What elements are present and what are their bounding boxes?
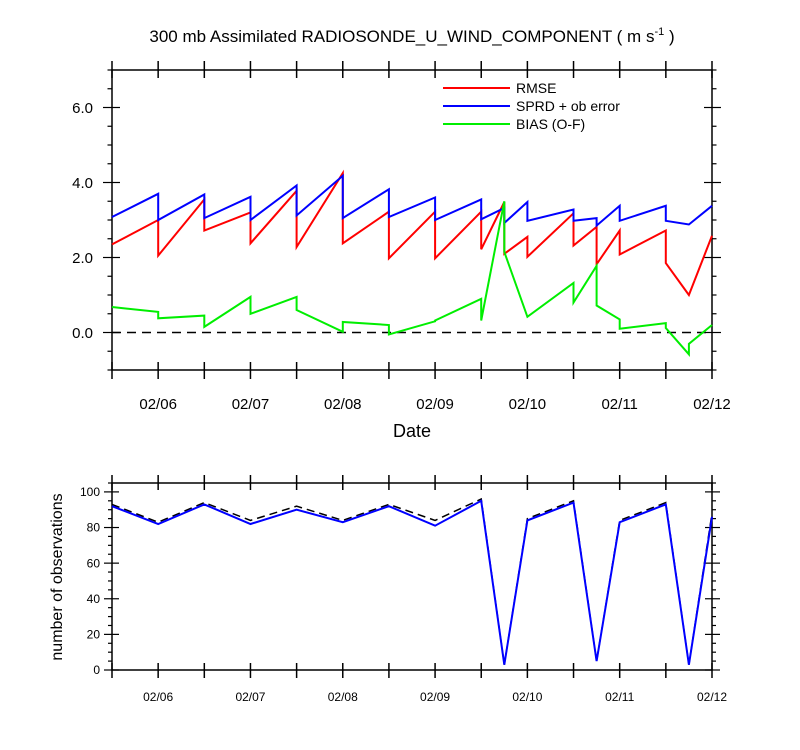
top-axis-ticks: [103, 61, 721, 379]
series-line-rmse: [111, 169, 713, 298]
y-tick-label: 2.0: [72, 250, 93, 267]
x-tick-label: 02/11: [601, 396, 637, 413]
legend-label-bias: BIAS (O-F): [516, 116, 585, 132]
legend-label-sprd: SPRD + ob error: [516, 98, 620, 114]
series-line-bias-o-f-: [111, 201, 713, 357]
x-tick-label: 02/06: [143, 690, 173, 704]
x-tick-label: 02/06: [139, 396, 177, 413]
series-line-sprd-ob-error: [111, 173, 713, 228]
x-tick-label: 02/07: [232, 396, 270, 413]
y-tick-label: 60: [87, 556, 101, 570]
y-tick-label: 20: [87, 628, 101, 642]
bottom-series-group: [111, 497, 713, 665]
x-axis-title: Date: [393, 421, 431, 441]
y-tick-label: 80: [87, 521, 101, 535]
y-tick-label: 100: [80, 485, 100, 499]
bottom-axis-ticks: [104, 475, 720, 678]
series-line-assimilated: [111, 499, 713, 665]
x-tick-label: 02/12: [693, 396, 731, 413]
y-tick-label: 6.0: [72, 100, 93, 117]
bottom-plot: 02/06 02/07 02/08 02/09 02/10 02/11 02/12 0 20 40…: [49, 475, 727, 704]
top-plot: 02/06 02/07 02/08 02/09 02/10 02/11 02/12 0.0 2.…: [72, 61, 731, 441]
chart-title: 300 mb Assimilated RADIOSONDE_U_WIND_COM…: [149, 26, 674, 46]
x-tick-label: 02/08: [324, 396, 362, 413]
bottom-tick-labels: 02/06 02/07 02/08 02/09 02/10 02/11 02/12 0 20 40…: [80, 485, 727, 704]
x-tick-label: 02/08: [328, 690, 358, 704]
x-tick-label: 02/07: [235, 690, 265, 704]
y-tick-label: 40: [87, 592, 101, 606]
title-main: 300 mb Assimilated RADIOSONDE_U_WIND_COM…: [149, 27, 654, 46]
title-end: ): [664, 27, 674, 46]
top-series-group: [111, 169, 713, 357]
x-tick-label: 02/10: [512, 690, 542, 704]
legend: RMSE SPRD + ob error BIAS (O-F): [443, 80, 620, 132]
x-tick-label: 02/09: [416, 396, 454, 413]
top-tick-labels: 02/06 02/07 02/08 02/09 02/10 02/11 02/12 0.0 2.…: [72, 100, 731, 413]
series-line-possible: [111, 497, 713, 665]
y-tick-label: 0: [93, 663, 100, 677]
x-tick-label: 02/11: [605, 690, 634, 704]
y-tick-label: 0.0: [72, 325, 93, 342]
x-tick-label: 02/12: [697, 690, 727, 704]
bottom-plot-frame: [111, 482, 713, 671]
legend-label-rmse: RMSE: [516, 80, 556, 96]
x-tick-label: 02/09: [420, 690, 450, 704]
y-axis-title-observations: number of observations: [49, 493, 66, 660]
x-tick-label: 02/10: [509, 396, 547, 413]
y-tick-label: 4.0: [72, 175, 93, 192]
title-superscript: -1: [654, 26, 664, 38]
